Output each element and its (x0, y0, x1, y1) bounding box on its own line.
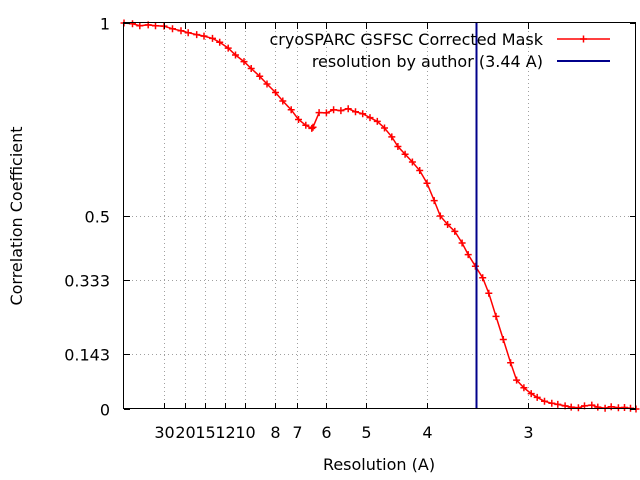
fsc-curve-point (330, 106, 338, 114)
x-tick-labels: 30 20 15 12 10 8 7 6 5 4 3 (154, 423, 533, 442)
fsc-curve-point (533, 393, 541, 401)
fsc-curve-point (621, 404, 628, 411)
x-tick-label: 15 (195, 423, 215, 442)
fsc-curve-point (444, 221, 452, 228)
fsc-curve-point (302, 121, 310, 129)
fsc-curve-point (513, 376, 521, 384)
fsc-curve-point (315, 109, 323, 117)
fsc-curve-point (337, 107, 345, 115)
y-tick-label: 1 (100, 15, 110, 34)
fsc-curve-point (520, 384, 528, 392)
fsc-curve-point (352, 108, 359, 116)
fsc-curve-point (184, 29, 192, 37)
fsc-curve-point (436, 212, 444, 220)
y-axis-title: Correlation Coefficient (7, 126, 26, 305)
x-tick-label: 6 (321, 423, 331, 442)
plot-frame (123, 22, 636, 409)
tick-marks (124, 23, 636, 410)
fsc-curve-point (388, 133, 396, 141)
fsc-curve-point (507, 359, 515, 367)
fsc-curve-point (430, 197, 438, 205)
x-tick-label: 5 (361, 423, 371, 442)
x-tick-label: 7 (292, 423, 302, 442)
fsc-curve-point (209, 34, 216, 42)
fsc-curve-point (272, 89, 279, 96)
fsc-curve-point (169, 25, 176, 33)
fsc-curve-point (224, 44, 232, 52)
x-tick-label: 3 (523, 423, 533, 442)
fsc-curve-point (381, 124, 388, 132)
fsc-curve-point (279, 97, 287, 105)
fsc-curve-point (240, 58, 248, 66)
legend-swatch-fsc-marker (580, 35, 587, 43)
fsc-curve-point (256, 72, 264, 80)
fsc-curve-point (479, 274, 487, 282)
fsc-curve-point (152, 22, 159, 30)
fsc-curve-point (614, 404, 622, 412)
fsc-curve-point (394, 143, 402, 150)
fsc-curve-point (594, 403, 602, 411)
legend-label-author-resolution: resolution by author (3.44 A) (312, 52, 543, 71)
fsc-curve-point (129, 20, 136, 28)
fsc-curve-point (554, 400, 562, 408)
fsc-curve-point (541, 397, 548, 405)
fsc-curve-point (366, 114, 374, 122)
fsc-curve-point (458, 239, 466, 247)
x-tick-label: 12 (215, 423, 235, 442)
fsc-curve-point (373, 117, 381, 125)
x-tick-label: 8 (270, 423, 280, 442)
legend-label-fsc: cryoSPARC GSFSC Corrected Mask (269, 30, 543, 49)
y-tick-labels: 0 0.143 0.333 0.5 1 (64, 15, 110, 420)
fsc-curve-point (451, 227, 459, 235)
grid-lines (124, 23, 636, 409)
x-tick-label: 10 (235, 423, 255, 442)
x-axis-title: Resolution (A) (323, 455, 435, 474)
fsc-curve-point (548, 399, 556, 407)
fsc-curve-point (287, 106, 295, 114)
x-tick-label: 30 (154, 423, 174, 442)
fsc-curve-point (344, 105, 352, 113)
fsc-curve-point (567, 403, 575, 411)
y-tick-label: 0.143 (64, 346, 110, 365)
x-tick-label: 20 (175, 423, 195, 442)
fsc-curve-point (200, 32, 208, 40)
fsc-curve-point (247, 65, 255, 72)
fsc-curve-point (309, 123, 317, 131)
fsc-curve-point (359, 110, 367, 118)
fsc-curve-point (401, 150, 409, 158)
fsc-curve-point (492, 312, 500, 320)
fsc-curve-point (471, 262, 479, 270)
fsc-curve-point (574, 404, 582, 412)
fsc-curve-point (232, 51, 239, 59)
y-tick-label: 0 (100, 401, 110, 420)
series-layer (120, 19, 640, 413)
fsc-curve-point (607, 403, 615, 411)
legend-swatch-fsc (557, 35, 610, 43)
fsc-curve-point (263, 80, 271, 88)
fsc-curve-point (136, 22, 144, 30)
fsc-curve-point (416, 167, 424, 174)
fsc-curve-point (322, 109, 330, 117)
fsc-curve-point (527, 390, 535, 398)
fsc-curve-point (588, 401, 596, 409)
fsc-curve-point (295, 116, 302, 123)
y-tick-label: 0.333 (64, 272, 110, 291)
fsc-curve-point (464, 251, 472, 259)
fsc-curve-point (308, 124, 316, 132)
fsc-curve-point (177, 27, 185, 35)
fsc-curve-point (499, 336, 507, 343)
legend: cryoSPARC GSFSC Corrected Mask resolutio… (269, 30, 610, 71)
fsc-curve-point (485, 289, 493, 297)
y-tick-label: 0.5 (85, 208, 110, 227)
x-tick-label: 4 (422, 423, 432, 442)
fsc-curve-point (423, 179, 431, 187)
fsc-curve-point (216, 38, 224, 46)
fsc-curve-point (193, 31, 201, 39)
fsc-curve-point (408, 158, 416, 166)
